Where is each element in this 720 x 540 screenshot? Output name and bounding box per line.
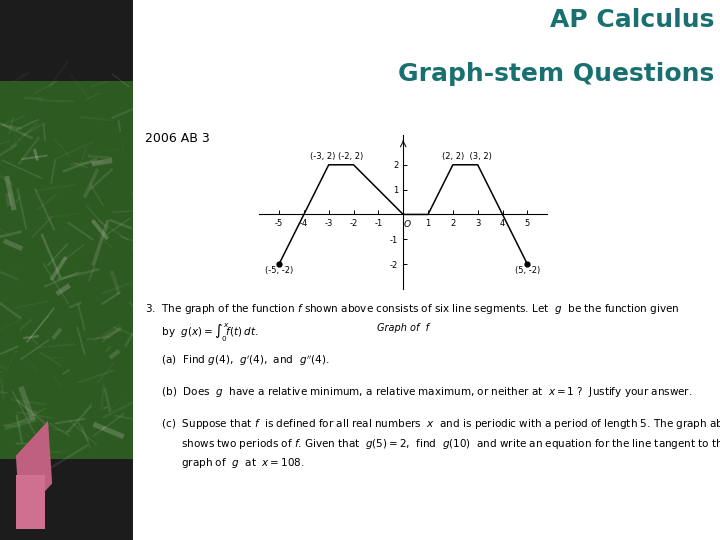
Text: (2, 2)  (3, 2): (2, 2) (3, 2) bbox=[441, 152, 492, 161]
Text: (5, -2): (5, -2) bbox=[515, 266, 540, 275]
Bar bbox=[16, 421, 52, 518]
Text: (c)  Suppose that $f$  is defined for all real numbers  $x$  and is periodic wit: (c) Suppose that $f$ is defined for all … bbox=[145, 417, 720, 431]
Text: (b)  Does  $g$  have a relative minimum, a relative maximum, or neither at  $x =: (b) Does $g$ have a relative minimum, a … bbox=[145, 385, 693, 399]
Text: by  $g(x) = \int_0^x\! f(t)\,dt$.: by $g(x) = \int_0^x\! f(t)\,dt$. bbox=[145, 321, 258, 343]
Text: 3.  The graph of the function $f$ shown above consists of six line segments. Let: 3. The graph of the function $f$ shown a… bbox=[145, 302, 680, 316]
Text: graph of  $g$  at  $x = 108$.: graph of $g$ at $x = 108$. bbox=[145, 456, 305, 470]
Text: O: O bbox=[404, 220, 411, 229]
Text: (-5, -2): (-5, -2) bbox=[265, 266, 293, 275]
Text: Graph of  f: Graph of f bbox=[377, 323, 429, 333]
Text: AP Calculus: AP Calculus bbox=[550, 8, 714, 32]
Text: (a)  Find $g(4)$,  $g'(4)$,  and  $g''(4)$.: (a) Find $g(4)$, $g'(4)$, and $g''(4)$. bbox=[145, 353, 329, 368]
Bar bbox=[0, 81, 133, 459]
Text: shows two periods of $f$. Given that  $g(5) = 2$,  find  $g(10)$  and write an e: shows two periods of $f$. Given that $g(… bbox=[145, 437, 720, 451]
Text: (-3, 2) (-2, 2): (-3, 2) (-2, 2) bbox=[310, 152, 363, 161]
Text: Graph-stem Questions: Graph-stem Questions bbox=[398, 62, 714, 86]
Text: 2006 AB 3: 2006 AB 3 bbox=[145, 132, 210, 145]
Bar bbox=[16, 475, 45, 529]
